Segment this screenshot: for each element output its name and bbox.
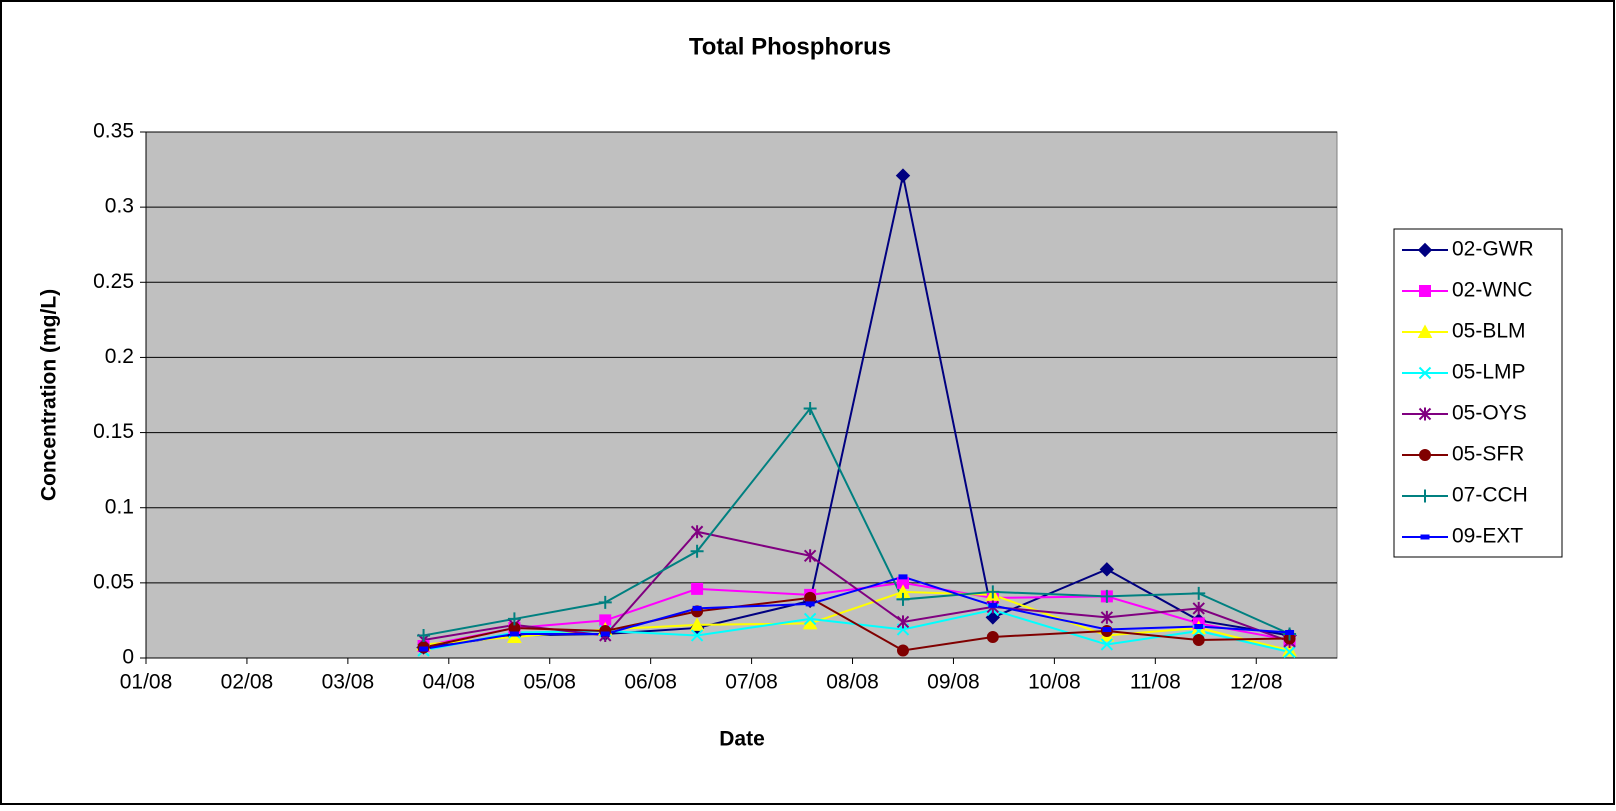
- series-line: [423, 406, 1290, 637]
- data-point: [509, 631, 519, 637]
- data-point: [690, 544, 704, 558]
- legend-label: 05-OYS: [1452, 402, 1527, 425]
- data-point: [1283, 645, 1296, 659]
- data-point: [803, 549, 817, 563]
- data-point: [1192, 634, 1205, 646]
- plot-area: [145, 131, 1338, 659]
- data-point: [692, 605, 702, 611]
- y-tick-label: 0.35: [93, 120, 134, 143]
- data-point: [507, 612, 521, 626]
- data-point: [1100, 638, 1114, 651]
- y-tick-label: 0.05: [93, 570, 134, 593]
- y-tick-label: 0.2: [105, 345, 134, 368]
- x-tick-label: 07/08: [725, 671, 778, 694]
- data-point: [986, 585, 1000, 599]
- data-point: [896, 592, 910, 606]
- x-tick-label: 10/08: [1028, 671, 1081, 694]
- x-tick-label: 09/08: [927, 671, 980, 694]
- legend-marker: [1418, 366, 1432, 380]
- x-tick-label: 08/08: [826, 671, 879, 694]
- legend-marker: [1420, 534, 1430, 540]
- legend-marker: [1419, 285, 1431, 297]
- series-line: [423, 596, 1290, 652]
- data-point: [1102, 626, 1112, 632]
- data-point: [691, 582, 704, 595]
- y-axis-label: Concentration (mg/L): [38, 289, 61, 501]
- data-point: [803, 402, 817, 416]
- data-point: [805, 601, 815, 607]
- data-point: [1194, 623, 1204, 629]
- data-point: [988, 602, 998, 608]
- legend-label: 02-WNC: [1452, 279, 1533, 302]
- data-point: [1100, 589, 1114, 603]
- data-point: [689, 617, 705, 631]
- data-point: [1100, 610, 1114, 624]
- legend-marker: [1418, 407, 1432, 421]
- y-tick-label: 0.25: [93, 270, 134, 293]
- legend-marker: [1417, 242, 1433, 258]
- data-point: [1099, 562, 1115, 577]
- data-point: [419, 646, 429, 652]
- legend-label: 07-CCH: [1452, 484, 1528, 507]
- x-tick-label: 01/08: [120, 671, 173, 694]
- data-point: [1285, 629, 1295, 635]
- legend-label: 09-EXT: [1452, 525, 1523, 548]
- data-point: [598, 595, 612, 609]
- legend-label: 02-GWR: [1452, 238, 1534, 261]
- data-point: [690, 629, 704, 642]
- legend-label: 05-LMP: [1452, 361, 1526, 384]
- series-line: [423, 575, 1290, 650]
- legend-label: 05-BLM: [1452, 320, 1526, 343]
- y-tick-label: 0.1: [105, 495, 134, 518]
- legend-label: 05-SFR: [1452, 443, 1524, 466]
- chart-title: Total Phosphorus: [689, 33, 891, 60]
- legend-box: [1393, 228, 1563, 558]
- y-tick-label: 0.3: [105, 195, 134, 218]
- data-point: [1192, 586, 1206, 600]
- legend-marker: [1418, 449, 1432, 461]
- x-tick-label: 06/08: [624, 671, 677, 694]
- x-tick-label: 11/08: [1130, 671, 1181, 694]
- data-point: [417, 628, 431, 642]
- data-point: [1192, 601, 1205, 615]
- y-tick-label: 0.15: [93, 420, 134, 443]
- y-tick-label: 0: [122, 646, 134, 669]
- x-tick-label: 03/08: [322, 671, 375, 694]
- x-tick-label: 12/08: [1230, 671, 1283, 694]
- x-axis-label: Date: [719, 728, 765, 751]
- x-tick-label: 04/08: [423, 671, 476, 694]
- data-point: [600, 631, 610, 637]
- data-point: [898, 574, 908, 580]
- legend-marker: [1417, 324, 1433, 338]
- data-point: [896, 644, 909, 657]
- data-point: [690, 525, 704, 539]
- data-point: [986, 631, 999, 643]
- x-tick-label: 02/08: [221, 671, 274, 694]
- data-point: [896, 615, 910, 629]
- x-tick-label: 05/08: [523, 671, 576, 694]
- legend-marker: [1418, 489, 1432, 503]
- data-point: [895, 168, 911, 183]
- data-point: [803, 612, 817, 626]
